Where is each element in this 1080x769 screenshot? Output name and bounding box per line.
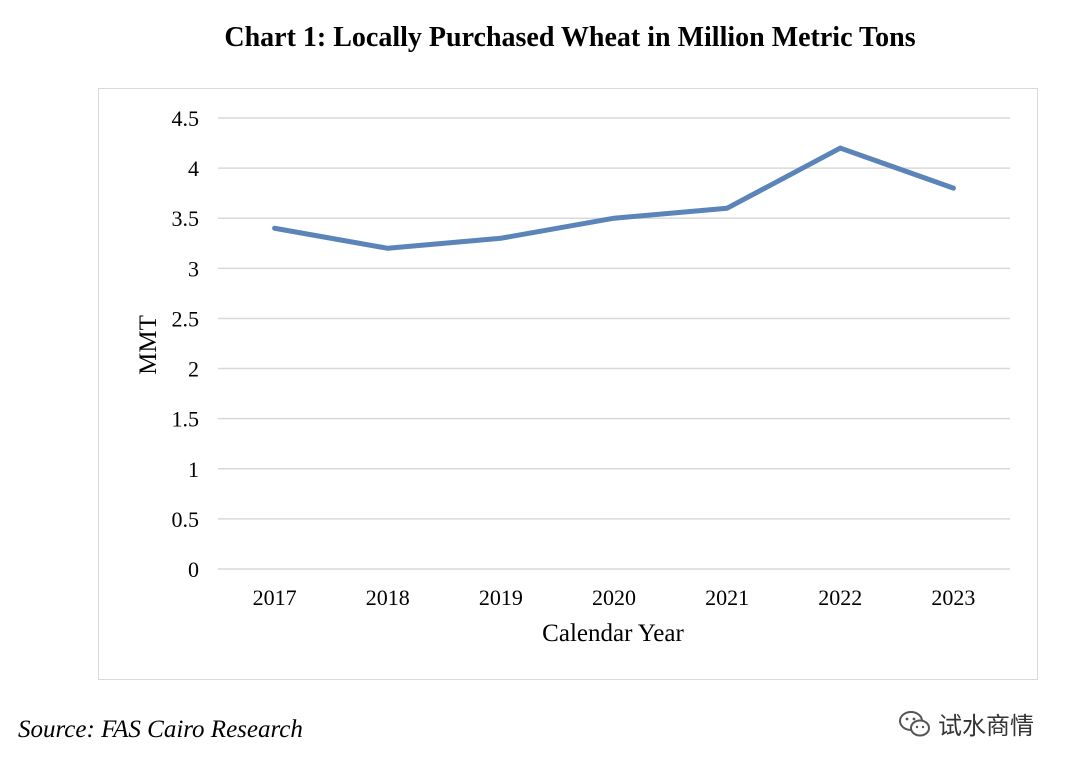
y-tick-label: 2 [188,357,199,382]
y-tick-label: 4.5 [172,106,200,131]
x-tick-label: 2023 [931,585,975,610]
x-axis-label: Calendar Year [542,620,684,647]
source-note: Source: FAS Cairo Research [18,716,303,743]
y-tick-label: 1.5 [172,407,200,432]
y-axis-label: MMT [135,315,162,375]
y-tick-label: 3.5 [172,206,200,231]
wechat-icon [898,709,932,739]
y-tick-labels: 0 0.5 1 1.5 2 2.5 3 3.5 4 4.5 [172,106,200,582]
x-tick-label: 2021 [705,585,749,610]
x-tick-label: 2019 [479,585,523,610]
y-tick-label: 0 [188,557,199,582]
y-tick-label: 3 [188,256,199,281]
y-tick-label: 4 [188,156,199,181]
chart-frame [98,88,1038,680]
x-tick-label: 2020 [592,585,636,610]
x-tick-label: 2022 [818,585,862,610]
y-tick-label: 2.5 [172,306,200,331]
y-tick-label: 1 [188,457,199,482]
series [272,145,956,251]
y-tick-label: 0.5 [172,507,200,532]
gridlines [218,117,1010,570]
x-tick-label: 2017 [253,585,297,610]
watermark-text: 试水商情 [938,712,1034,740]
x-tick-labels: 2017 2018 2019 2020 2021 2022 2023 [253,585,976,610]
watermark: 试水商情 [898,706,1034,741]
series-line [272,145,956,251]
chart-title: Chart 1: Locally Purchased Wheat in Mill… [224,22,916,53]
x-tick-label: 2018 [366,585,410,610]
